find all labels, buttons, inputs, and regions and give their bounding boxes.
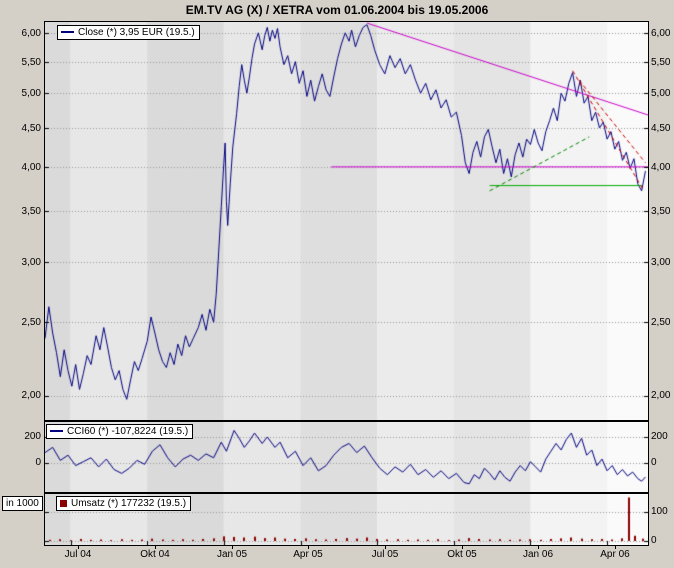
cci-ytick-right: 0 bbox=[651, 457, 657, 468]
cci-legend: CCI60 (*) -107,8224 (19.5.) bbox=[46, 424, 194, 439]
x-axis-label: Okt 05 bbox=[447, 549, 477, 560]
x-axis-tick bbox=[155, 545, 156, 549]
cci-legend-label: CCI60 (*) -107,8224 (19.5.) bbox=[67, 426, 189, 437]
chart-title: EM.TV AG (X) / XETRA vom 01.06.2004 bis … bbox=[185, 3, 489, 17]
price-panel bbox=[44, 21, 649, 421]
price-ytick-right: 5,50 bbox=[651, 57, 671, 68]
volume-legend-label: Umsatz (*) 177232 (19.5.) bbox=[71, 498, 187, 509]
close-line-sample-icon bbox=[61, 31, 74, 34]
price-ytick-right: 4,50 bbox=[651, 123, 671, 134]
volume-ytick-right: 0 bbox=[651, 535, 657, 546]
price-ytick-left: 2,50 bbox=[21, 317, 41, 328]
price-ytick-left: 2,00 bbox=[21, 390, 41, 401]
price-ytick-right: 2,50 bbox=[651, 317, 671, 328]
price-legend: Close (*) 3,95 EUR (19.5.) bbox=[57, 25, 200, 40]
price-ytick-left: 4,50 bbox=[21, 123, 41, 134]
x-axis-label: Apr 05 bbox=[293, 549, 323, 560]
x-axis-tick bbox=[385, 545, 386, 549]
cci-ytick-left: 0 bbox=[35, 457, 41, 468]
price-ytick-right: 5,00 bbox=[651, 88, 671, 99]
x-axis-label: Jul 04 bbox=[64, 549, 92, 560]
x-axis-tick bbox=[232, 545, 233, 549]
x-axis-label: Apr 06 bbox=[600, 549, 630, 560]
cci-ytick-left: 200 bbox=[24, 431, 41, 442]
volume-ytick-right: 100 bbox=[651, 506, 668, 517]
price-ytick-left: 5,00 bbox=[21, 88, 41, 99]
cci-line-sample-icon bbox=[50, 430, 63, 433]
price-ytick-left: 3,50 bbox=[21, 206, 41, 217]
cci-ytick-right: 200 bbox=[651, 431, 668, 442]
x-axis-tick bbox=[538, 545, 539, 549]
price-ytick-left: 5,50 bbox=[21, 57, 41, 68]
x-axis-label: Jan 05 bbox=[216, 549, 248, 560]
price-ytick-right: 2,00 bbox=[651, 390, 671, 401]
volume-bar-sample-icon bbox=[60, 499, 67, 507]
price-ytick-right: 6,00 bbox=[651, 28, 671, 39]
x-axis-tick bbox=[308, 545, 309, 549]
price-ytick-right: 3,50 bbox=[651, 206, 671, 217]
price-ytick-left: 3,00 bbox=[21, 257, 41, 268]
volume-panel bbox=[44, 493, 649, 546]
x-axis-label: Okt 04 bbox=[140, 549, 170, 560]
price-ytick-right: 3,00 bbox=[651, 257, 671, 268]
price-ytick-left: 6,00 bbox=[21, 28, 41, 39]
x-axis-tick bbox=[615, 545, 616, 549]
x-axis-tick bbox=[462, 545, 463, 549]
price-ytick-right: 4,00 bbox=[651, 162, 671, 173]
price-chart-area[interactable] bbox=[45, 22, 648, 420]
x-axis-label: Jan 06 bbox=[522, 549, 554, 560]
price-ytick-left: 4,00 bbox=[21, 162, 41, 173]
price-legend-label: Close (*) 3,95 EUR (19.5.) bbox=[78, 27, 195, 38]
x-axis-tick bbox=[78, 545, 79, 549]
volume-unit-label: in 1000 bbox=[2, 496, 43, 511]
x-axis-label: Jul 05 bbox=[371, 549, 399, 560]
volume-legend: Umsatz (*) 177232 (19.5.) bbox=[56, 496, 192, 511]
